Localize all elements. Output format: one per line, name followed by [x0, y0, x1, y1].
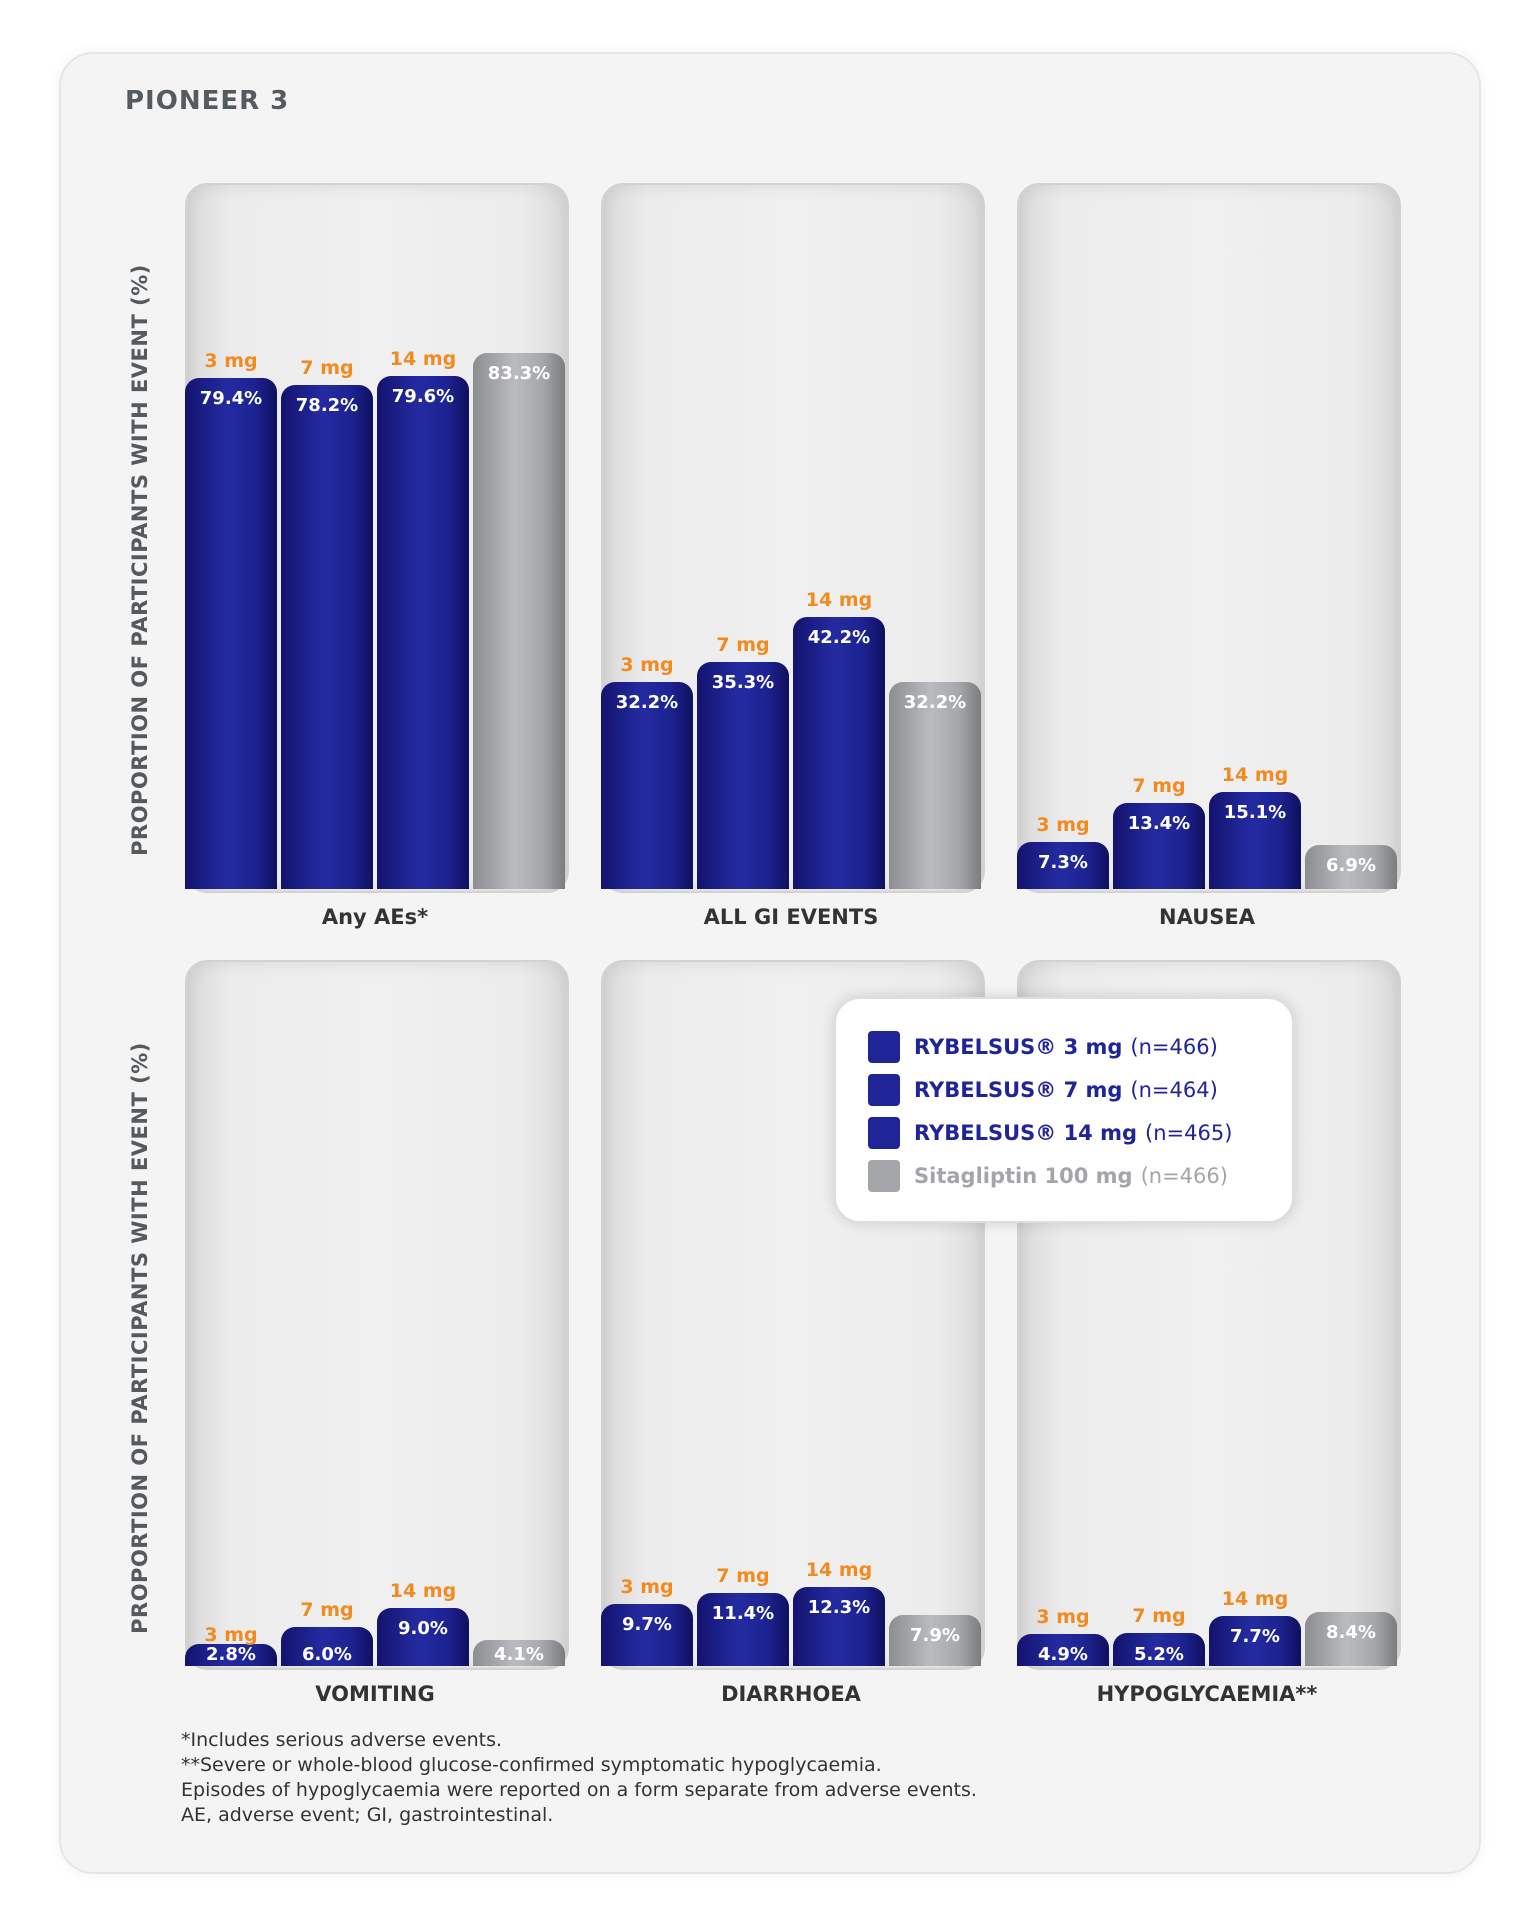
- bar-sitagliptin: [473, 1639, 565, 1666]
- bar-sitagliptin: [1305, 1611, 1397, 1666]
- bar-rybelsus: [1113, 1632, 1205, 1666]
- category-label: NAUSEA: [1159, 905, 1255, 929]
- dose-label: 3 mg: [204, 349, 258, 372]
- bar-rybelsus: [185, 377, 277, 889]
- category-label: VOMITING: [315, 1682, 435, 1706]
- dose-label: 7 mg: [1132, 774, 1186, 797]
- footnote: **Severe or whole-blood glucose-confirme…: [181, 1754, 882, 1776]
- bar-value-label: 79.4%: [199, 387, 263, 409]
- bar-value-label: 12.3%: [807, 1596, 871, 1618]
- bar-value-label: 6.9%: [1326, 854, 1376, 876]
- bar-rybelsus: [281, 385, 373, 889]
- dose-label: 14 mg: [389, 1580, 457, 1603]
- bar-rybelsus: [377, 376, 469, 889]
- footnotes: *Includes serious adverse events. **Seve…: [181, 1728, 977, 1828]
- legend-item-rybelsus-7mg: RYBELSUS® 7 mg (n=464): [868, 1074, 1218, 1106]
- bar-value-label: 2.8%: [206, 1644, 256, 1665]
- bar-rybelsus: [1017, 841, 1109, 889]
- bar-value-label: 32.2%: [615, 691, 679, 713]
- legend-n: (n=465): [1145, 1121, 1233, 1145]
- study-title: PIONEER 3: [125, 86, 290, 116]
- legend-swatch: [868, 1160, 900, 1192]
- legend-name: Sitagliptin 100 mg: [914, 1164, 1133, 1188]
- category-label: HYPOGLYCAEMIA**: [1096, 1682, 1318, 1706]
- bar-rybelsus: [697, 1592, 789, 1666]
- dose-label: 14 mg: [805, 589, 873, 612]
- bar-rybelsus: [281, 1627, 373, 1666]
- bar-value-label: 79.6%: [391, 386, 455, 408]
- bar-sitagliptin: [889, 681, 981, 889]
- bar-value-label: 7.7%: [1230, 1626, 1280, 1648]
- chart-panel: [185, 960, 569, 1670]
- legend-name: RYBELSUS® 3 mg: [914, 1035, 1123, 1059]
- chart-panel: [1017, 183, 1401, 893]
- legend-n: (n=464): [1130, 1078, 1218, 1102]
- bar-rybelsus: [1209, 1616, 1301, 1666]
- bar-rybelsus: [601, 681, 693, 889]
- legend-name: RYBELSUS® 14 mg: [914, 1121, 1138, 1145]
- bar-value-label: 15.1%: [1223, 801, 1287, 823]
- bar-value-label: 7.3%: [1038, 851, 1088, 873]
- dose-label: 7 mg: [300, 1599, 354, 1622]
- dose-label: 7 mg: [1132, 1604, 1186, 1627]
- footnote: *Includes serious adverse events.: [181, 1729, 503, 1751]
- footnote: AE, adverse event; GI, gastrointestinal.: [181, 1804, 554, 1826]
- bar-value-label: 7.9%: [910, 1625, 960, 1647]
- bar-rybelsus: [1113, 802, 1205, 889]
- legend-swatch: [868, 1031, 900, 1063]
- bar-value-label: 4.9%: [1038, 1644, 1088, 1665]
- bar-value-label: 78.2%: [295, 395, 359, 417]
- dose-label: 14 mg: [1221, 1588, 1289, 1611]
- bar-rybelsus: [1017, 1634, 1109, 1666]
- legend-n: (n=466): [1130, 1035, 1218, 1059]
- legend-swatch: [868, 1074, 900, 1106]
- bar-rybelsus: [601, 1603, 693, 1666]
- bar-rybelsus: [793, 1586, 885, 1666]
- y-axis-label-top: PROPORTION OF PARTICIPANTS WITH EVENT (%…: [128, 264, 152, 856]
- category-label: ALL GI EVENTS: [703, 905, 879, 929]
- legend-n: (n=466): [1140, 1164, 1228, 1188]
- dose-label: 3 mg: [620, 1575, 674, 1598]
- legend-item-rybelsus-3mg: RYBELSUS® 3 mg (n=466): [868, 1031, 1218, 1063]
- bar-sitagliptin: [1305, 844, 1397, 889]
- bar-rybelsus: [697, 661, 789, 889]
- bar-rybelsus: [377, 1608, 469, 1666]
- legend-name: RYBELSUS® 7 mg: [914, 1078, 1123, 1102]
- bar-value-label: 13.4%: [1127, 812, 1191, 834]
- bar-value-label: 83.3%: [487, 362, 551, 384]
- bar-value-label: 5.2%: [1134, 1644, 1184, 1665]
- dose-label: 14 mg: [389, 348, 457, 371]
- legend-item-rybelsus-14mg: RYBELSUS® 14 mg (n=465): [868, 1117, 1232, 1149]
- bar-rybelsus: [1209, 791, 1301, 889]
- legend-item-sitagliptin: Sitagliptin 100 mg (n=466): [868, 1160, 1228, 1192]
- category-label: Any AEs*: [321, 905, 429, 929]
- bar-sitagliptin: [889, 1615, 981, 1666]
- dose-label: 7 mg: [716, 1564, 770, 1587]
- dose-label: 7 mg: [716, 633, 770, 656]
- bar-value-label: 35.3%: [711, 671, 775, 693]
- bar-rybelsus: [793, 617, 885, 889]
- dose-label: 3 mg: [204, 1624, 258, 1646]
- legend: RYBELSUS® 3 mg (n=466) RYBELSUS® 7 mg (n…: [834, 997, 1294, 1223]
- legend-swatch: [868, 1117, 900, 1149]
- bar-value-label: 9.7%: [622, 1613, 672, 1635]
- dose-label: 3 mg: [1036, 1606, 1090, 1629]
- bar-value-label: 9.0%: [398, 1618, 448, 1640]
- bar-value-label: 42.2%: [807, 627, 871, 649]
- bar-rybelsus: [185, 1644, 277, 1666]
- bar-value-label: 4.1%: [494, 1644, 544, 1665]
- dose-label: 14 mg: [805, 1558, 873, 1581]
- bar-value-label: 8.4%: [1326, 1621, 1376, 1643]
- bar-sitagliptin: [473, 352, 565, 889]
- category-label: DIARRHOEA: [721, 1682, 861, 1706]
- bar-value-label: 6.0%: [302, 1644, 352, 1665]
- dose-label: 14 mg: [1221, 763, 1289, 786]
- footnote: Episodes of hypoglycaemia were reported …: [181, 1779, 977, 1801]
- dose-label: 3 mg: [620, 653, 674, 676]
- bar-value-label: 11.4%: [711, 1602, 775, 1624]
- dose-label: 7 mg: [300, 357, 354, 380]
- y-axis-label-bottom: PROPORTION OF PARTICIPANTS WITH EVENT (%…: [128, 1042, 152, 1634]
- bar-value-label: 32.2%: [903, 691, 967, 713]
- dose-label: 3 mg: [1036, 813, 1090, 836]
